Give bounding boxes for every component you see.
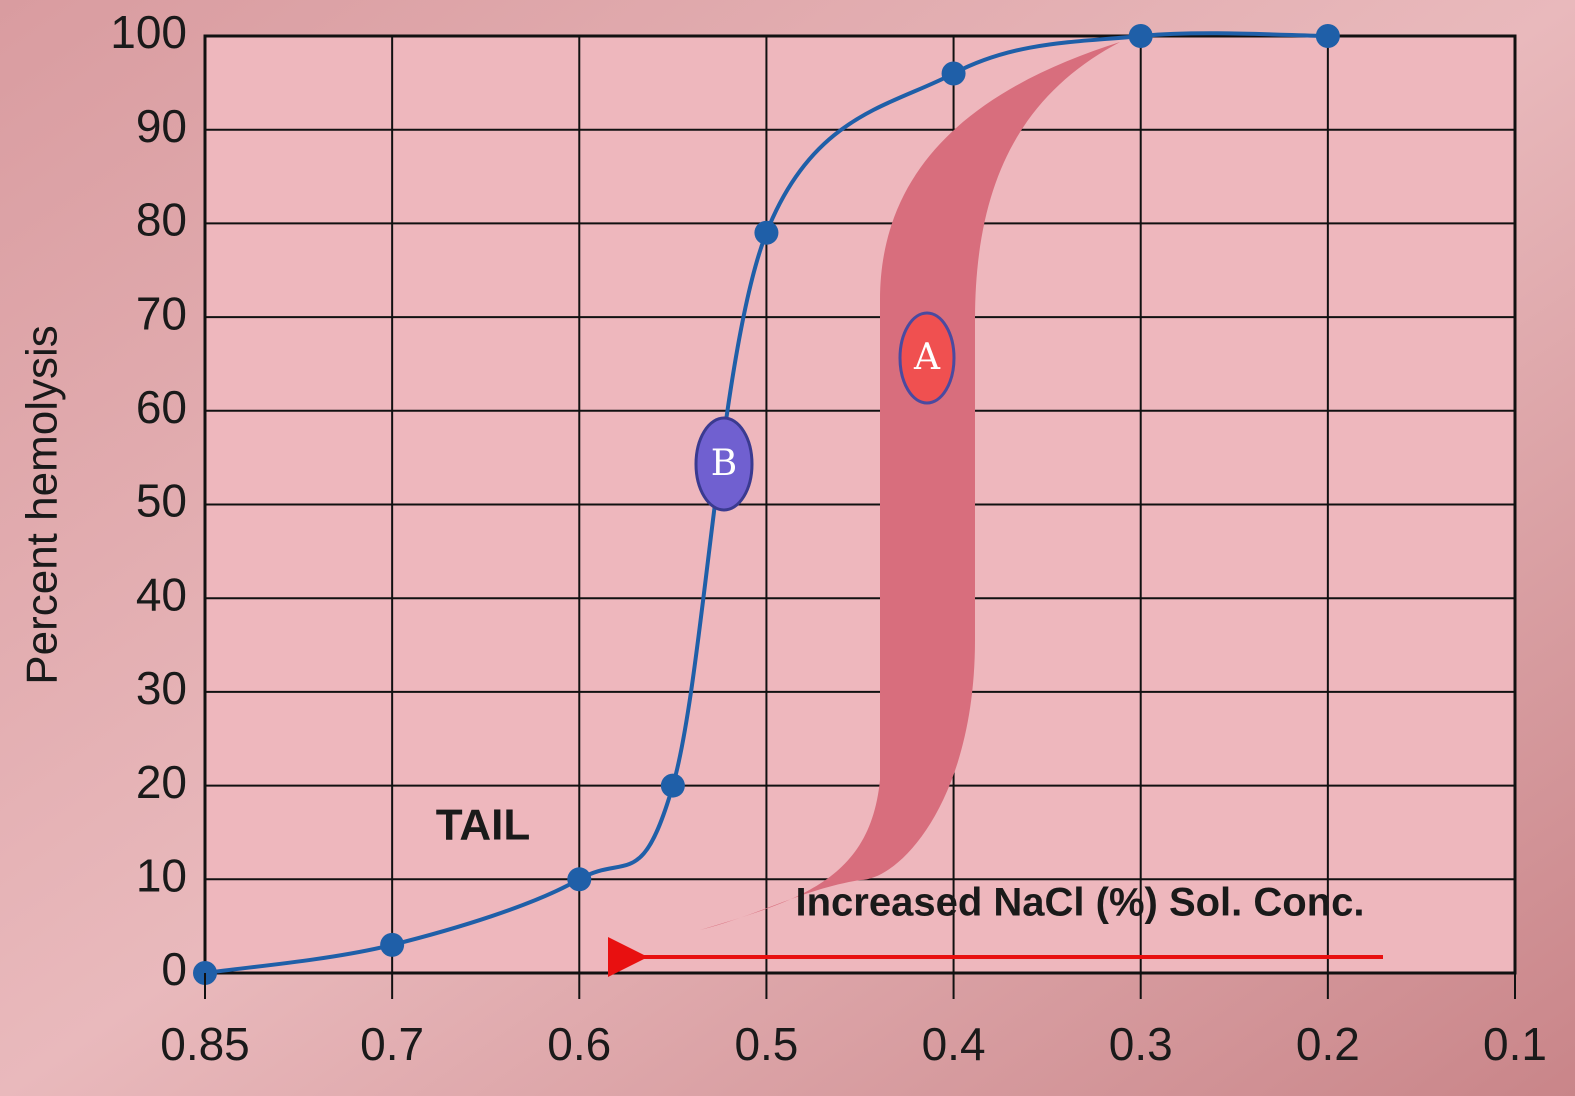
- chart: TAIL Increased NaCl (%) Sol. Conc. A B P…: [0, 0, 1575, 1096]
- y-tick-label: 10: [136, 849, 187, 901]
- data-point: [942, 61, 966, 85]
- y-tick-label: 30: [136, 662, 187, 714]
- y-tick-label: 90: [136, 100, 187, 152]
- y-tick-label: 80: [136, 194, 187, 246]
- badge-a-label: A: [913, 337, 941, 378]
- tail-label: TAIL: [436, 801, 531, 850]
- x-tick-label: 0.1: [1483, 1018, 1547, 1070]
- y-tick-label: 40: [136, 568, 187, 620]
- data-point: [661, 774, 685, 798]
- data-point: [1316, 24, 1340, 48]
- x-tick-label: 0.6: [547, 1018, 611, 1070]
- y-tick-label: 100: [110, 6, 187, 58]
- x-tick-label: 0.85: [160, 1018, 250, 1070]
- x-tick-label: 0.7: [360, 1018, 424, 1070]
- x-tick-label: 0.3: [1109, 1018, 1173, 1070]
- x-tick-label: 0.4: [922, 1018, 986, 1070]
- y-tick-label: 20: [136, 756, 187, 808]
- arrow-label: Increased NaCl (%) Sol. Conc.: [795, 881, 1364, 925]
- x-tick-label: 0.5: [734, 1018, 798, 1070]
- data-point: [380, 933, 404, 957]
- y-tick-label: 0: [161, 943, 187, 995]
- badge-b-label: B: [711, 443, 737, 484]
- data-point: [1129, 24, 1153, 48]
- page: {"chart_data": {"type": "line", "y_label…: [0, 0, 1575, 1096]
- data-point: [754, 221, 778, 245]
- y-tick-label: 50: [136, 475, 187, 527]
- y-tick-label: 70: [136, 287, 187, 339]
- y-tick-label: 60: [136, 381, 187, 433]
- x-tick-label: 0.2: [1296, 1018, 1360, 1070]
- data-point: [567, 867, 591, 891]
- y-axis-label: Percent hemolysis: [18, 325, 67, 684]
